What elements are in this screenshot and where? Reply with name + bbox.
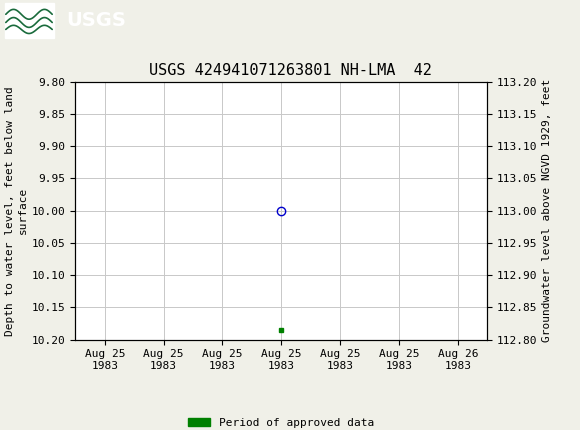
Legend: Period of approved data: Period of approved data <box>184 413 379 430</box>
Y-axis label: Groundwater level above NGVD 1929, feet: Groundwater level above NGVD 1929, feet <box>542 79 552 342</box>
Bar <box>5 3 54 37</box>
Text: USGS: USGS <box>67 11 126 30</box>
Text: USGS 424941071263801 NH-LMA  42: USGS 424941071263801 NH-LMA 42 <box>148 64 432 78</box>
Y-axis label: Depth to water level, feet below land
surface: Depth to water level, feet below land su… <box>5 86 28 335</box>
